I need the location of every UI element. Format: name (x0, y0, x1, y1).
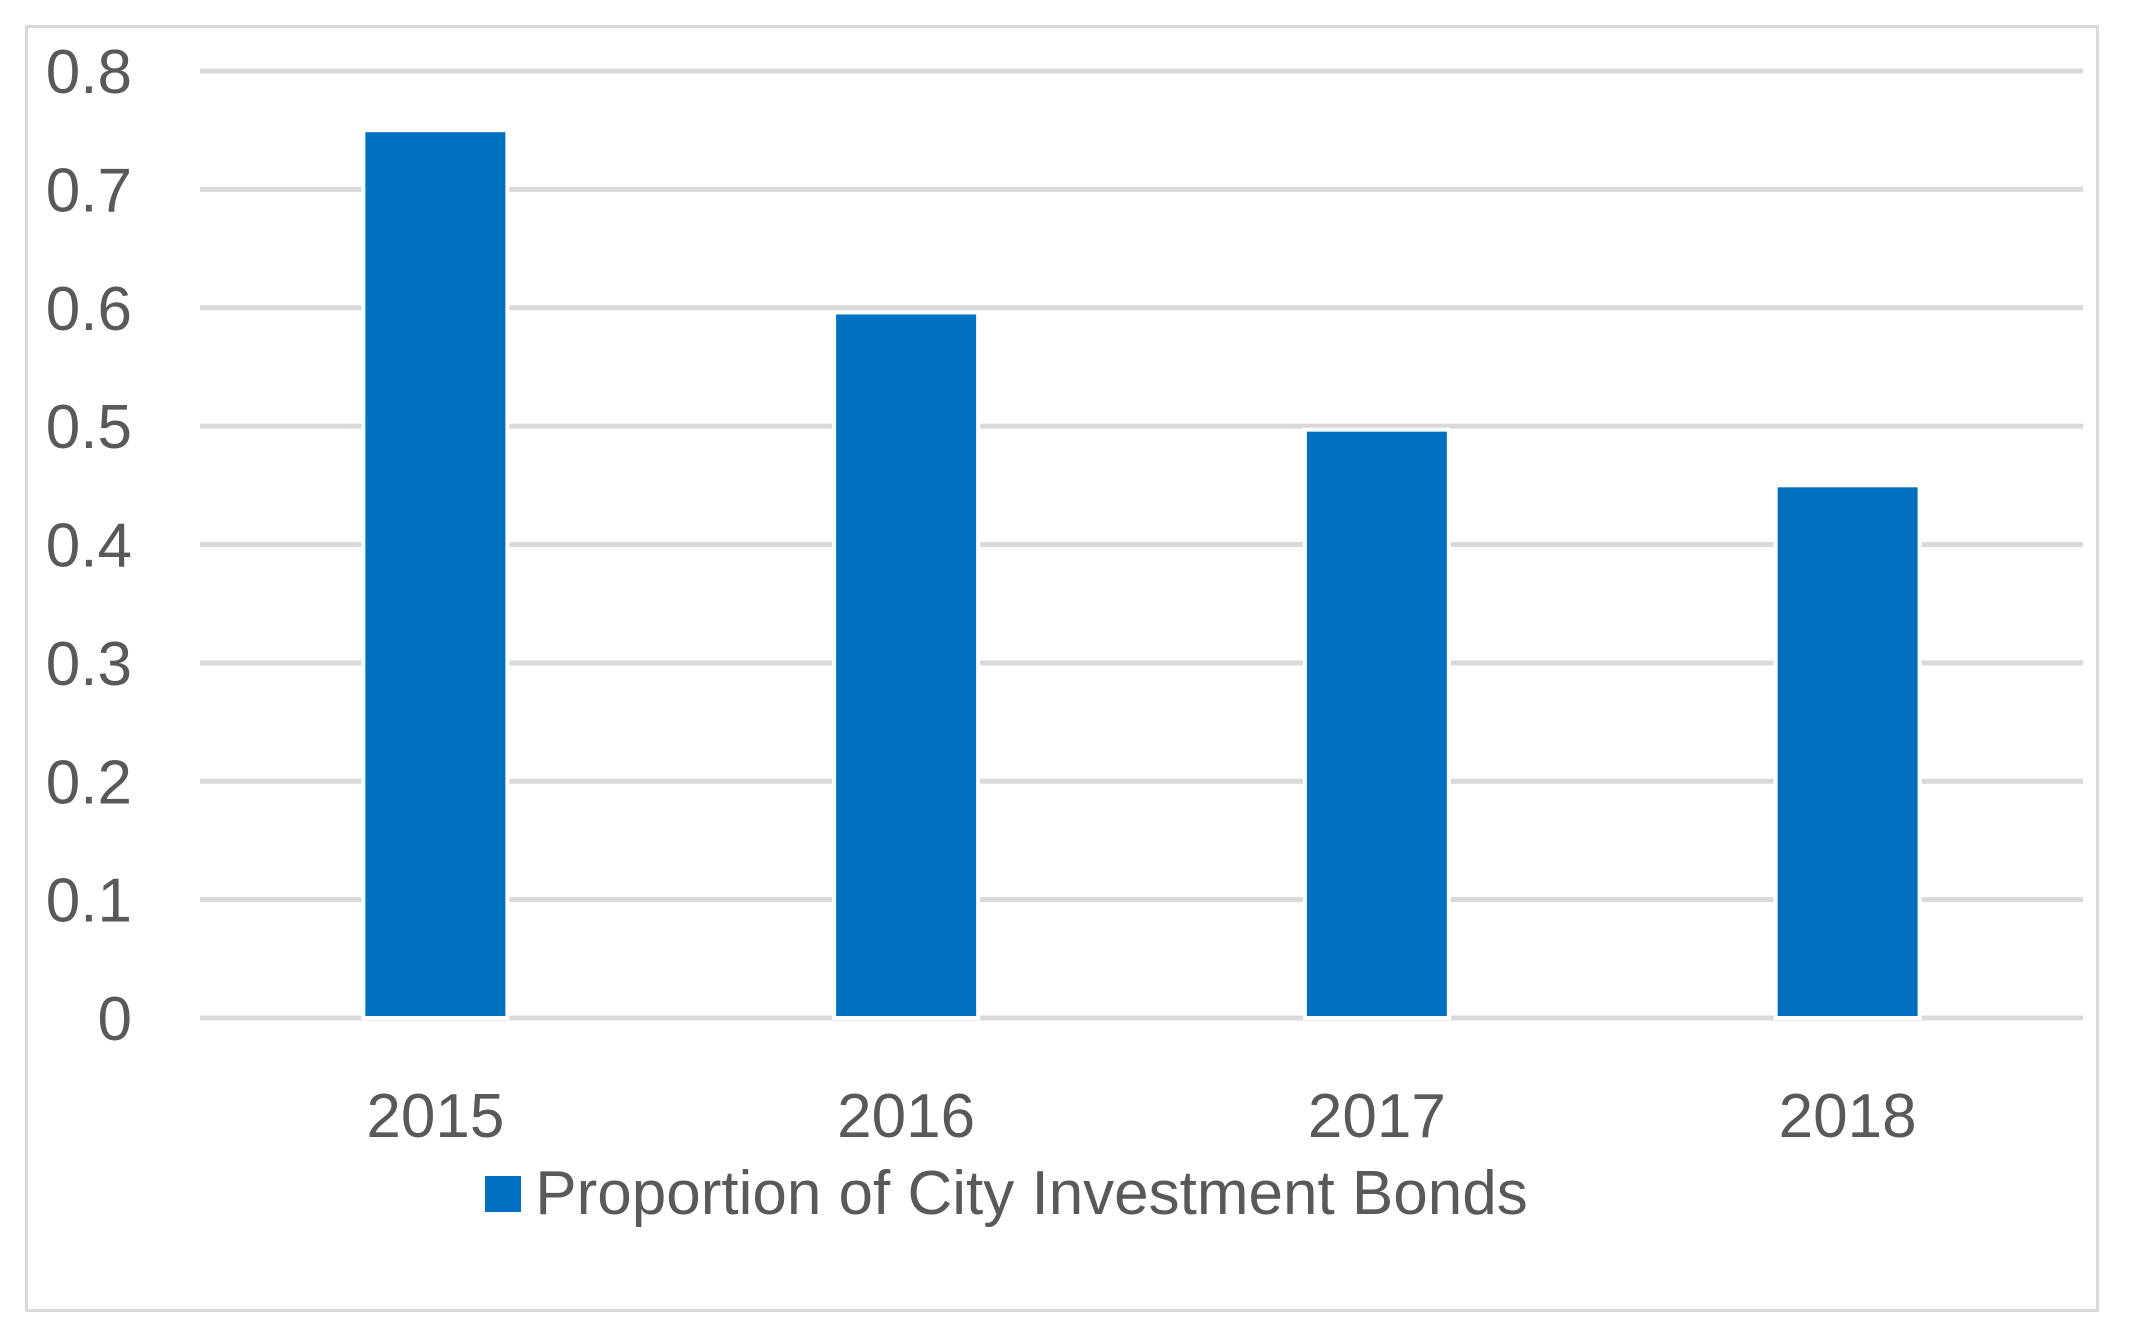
bar-2018 (1773, 483, 1922, 1020)
y-tick-label: 0.7 (46, 156, 132, 225)
y-tick-label: 0.5 (46, 393, 132, 462)
gridlines (200, 68, 2083, 1021)
legend-label: Proportion of City Investment Bonds (535, 1159, 1528, 1228)
y-axis-ticks: 0 0.1 0.2 0.3 0.4 0.5 0.6 0.7 0.8 (46, 38, 132, 1054)
bars (361, 128, 1922, 1020)
bar-2017 (1302, 427, 1451, 1020)
legend: Proportion of City Investment Bonds (0, 1158, 2133, 1229)
legend-swatch (485, 1175, 522, 1212)
x-tick-label: 2016 (837, 1082, 975, 1151)
y-tick-label: 0.8 (46, 38, 132, 107)
bar-2015 (361, 128, 510, 1020)
x-tick-label: 2015 (366, 1082, 504, 1151)
y-tick-label: 0 (98, 985, 132, 1054)
y-tick-label: 0.4 (46, 512, 132, 581)
y-tick-label: 0.2 (46, 748, 132, 817)
x-tick-label: 2018 (1779, 1082, 1917, 1151)
x-axis-ticks: 2015 2016 2017 2018 (366, 1082, 1916, 1151)
x-tick-label: 2017 (1308, 1082, 1446, 1151)
y-tick-label: 0.3 (46, 630, 132, 699)
y-tick-label: 0.1 (46, 867, 132, 936)
bar-2016 (832, 310, 981, 1020)
y-tick-label: 0.6 (46, 275, 132, 344)
